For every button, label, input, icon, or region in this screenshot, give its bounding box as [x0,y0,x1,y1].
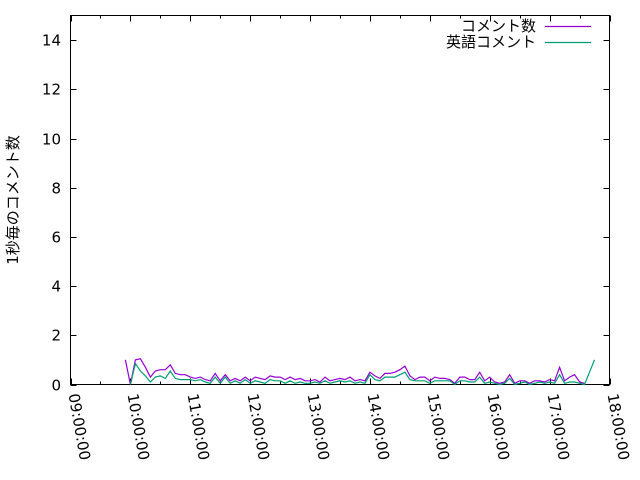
y-tick-label: 8 [51,180,61,198]
series-line-1 [129,359,596,386]
y-axis-label: 1秒毎のコメント数 [4,135,22,265]
series-line-0 [124,358,585,385]
x-tick-label: 15:00:00 [424,392,453,461]
x-tick-label: 13:00:00 [304,392,333,461]
x-tick-label: 11:00:00 [184,392,213,461]
x-tick-label: 14:00:00 [364,392,393,461]
x-tick-label: 10:00:00 [124,392,153,461]
y-tick-label: 2 [51,327,61,345]
legend-label-1: 英語コメント [446,33,536,51]
x-tick-label: 12:00:00 [244,392,273,461]
legend-label-0: コメント数 [461,17,536,35]
plot-border [70,15,610,385]
y-tick-label: 4 [51,278,61,296]
legend: コメント数 英語コメント [446,17,591,51]
x-tick-label: 09:00:00 [65,392,94,461]
x-tick-label: 18:00:00 [604,392,633,461]
y-tick-label: 6 [51,229,61,247]
y-tick-label: 10 [42,131,61,149]
y-tick-label: 12 [42,81,61,99]
y-tick-label: 14 [42,32,61,50]
y-tick-label: 0 [51,377,61,395]
x-tick-label: 17:00:00 [544,392,573,461]
x-tick-label: 16:00:00 [484,392,513,461]
